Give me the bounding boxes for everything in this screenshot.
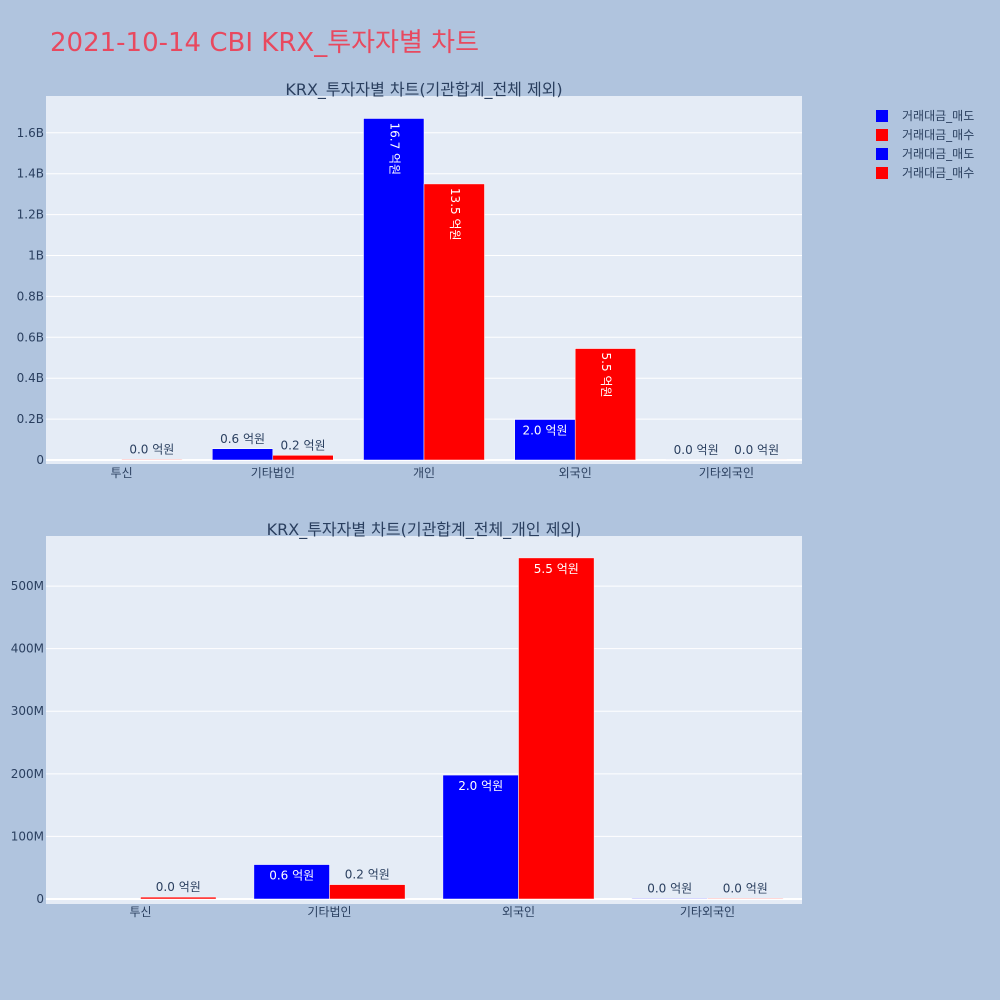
legend-label: 거래대금_매수 [902,166,975,180]
y-tick-label: 0 [36,453,44,467]
y-tick-label: 1.2B [17,208,44,222]
legend-swatch-buy [876,128,888,141]
y-tick-label: 0 [36,892,44,906]
sell-bar [631,898,708,900]
chart-title: KRX_투자자별 차트(기관합계_전체 제외) [285,80,562,100]
legend-swatch-buy [876,166,888,179]
legend-swatch-sell [876,109,888,122]
x-tick-label: 개인 [413,466,435,480]
x-tick-label: 기타외국인 [699,466,754,480]
bar-value-label: 0.0 억원 [734,443,779,457]
y-tick-label: 0.2B [17,412,44,426]
legend-label: 거래대금_매도 [902,109,975,123]
sell-bar [442,774,519,900]
y-tick-label: 300M [11,704,44,718]
sell-bar [363,118,425,461]
x-tick-label: 외국인 [502,905,535,919]
bar-value-label: 2.0 억원 [522,424,567,438]
buy-bar [140,896,217,900]
x-tick-label: 투신 [129,905,151,919]
legend-swatch-sell [876,147,888,160]
y-tick-label: 400M [11,642,44,656]
plot-area [46,536,802,904]
buy-bar [272,455,334,461]
buy-bar [518,557,595,900]
y-tick-label: 0.8B [17,289,44,303]
buy-bar [423,183,485,461]
bar-value-label: 5.5 억원 [599,353,613,398]
buy-bar [574,348,636,461]
sell-bar [212,448,274,461]
chart-title: KRX_투자자별 차트(기관합계_전체_개인 제외) [267,520,582,540]
bar-value-label: 0.0 억원 [647,881,692,895]
buy-bar [707,898,784,900]
bar-value-label: 0.6 억원 [269,869,314,883]
legend-label: 거래대금_매수 [902,128,975,142]
y-tick-label: 0.6B [17,330,44,344]
bar-value-label: 0.2 억원 [345,868,390,882]
y-tick-label: 1.6B [17,126,44,140]
y-tick-label: 200M [11,767,44,781]
bar-value-label: 0.0 억원 [723,881,768,895]
bar-value-label: 0.0 억원 [156,880,201,894]
legend-item-buy-2[interactable]: 거래대금_매수 [876,163,974,182]
legend-item-buy-1[interactable]: 거래대금_매수 [876,125,974,144]
legend-label: 거래대금_매도 [902,147,975,161]
x-tick-label: 투신 [111,466,133,480]
sell-bar [514,419,576,461]
bar-value-label: 13.5 억원 [448,188,462,241]
legend-item-sell-1[interactable]: 거래대금_매도 [876,106,974,125]
y-tick-label: 1B [28,249,44,263]
x-tick-label: 기타외국인 [680,905,735,919]
page-title: 2021-10-14 CBI KRX_투자자별 차트 [50,28,479,58]
buy-bar [121,459,183,461]
bar-value-label: 16.7 억원 [387,122,401,175]
buy-bar [329,884,406,900]
x-tick-label: 기타법인 [307,905,351,919]
bar-value-label: 5.5 억원 [534,562,579,576]
y-tick-label: 500M [11,579,44,593]
y-tick-label: 1.4B [17,167,44,181]
bar-value-label: 0.0 억원 [674,443,719,457]
y-tick-label: 0.4B [17,371,44,385]
x-tick-label: 외국인 [559,466,592,480]
sell-bar [253,864,330,900]
bar-value-label: 0.6 억원 [220,432,265,446]
bar-value-label: 0.0 억원 [129,442,174,456]
legend-item-sell-2[interactable]: 거래대금_매도 [876,144,974,163]
x-tick-label: 기타법인 [251,466,295,480]
bar-value-label: 0.2 억원 [281,438,326,452]
y-tick-label: 100M [11,829,44,843]
bar-value-label: 2.0 억원 [458,779,503,793]
legend: 거래대금_매도 거래대금_매수 거래대금_매도 거래대금_매수 [876,106,974,182]
